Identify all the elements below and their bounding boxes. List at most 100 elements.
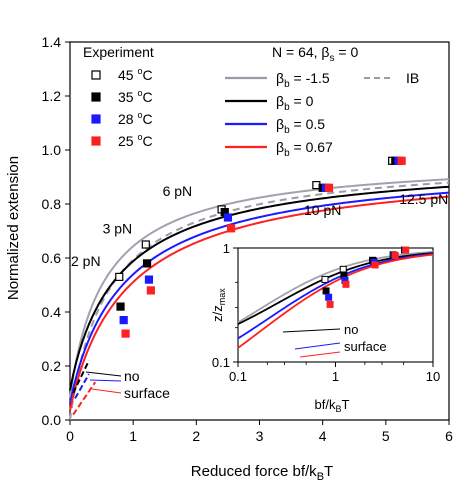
data-point [116, 302, 125, 311]
inset-data-point [391, 251, 399, 259]
inset-y-tick-label: 1 [223, 241, 230, 256]
inset-no-surface-line1: no [344, 322, 358, 337]
data-point [144, 275, 154, 284]
beta-minus1.5-curve [69, 178, 450, 399]
y-tick-label: 0.8 [42, 196, 62, 212]
no-surface-curve [72, 381, 97, 416]
data-point [142, 259, 152, 268]
legend-model-label: βb = -1.5 [276, 70, 330, 90]
main-no-surface-line1: no [124, 368, 140, 384]
legend-temperature-label: 28 oC [118, 110, 153, 127]
inset-beta-0.67-curve [237, 253, 434, 349]
inset-data-point [371, 261, 379, 269]
beta-0.67-curve [69, 195, 450, 411]
inset-data-points [321, 246, 410, 308]
inset-no-surface-line2: surface [344, 339, 387, 354]
no-surface-curve [72, 360, 90, 394]
inset-beta-0.5-curve [237, 253, 434, 340]
main-no-surface-annotation: no surface [85, 368, 170, 401]
main-no-surface-arrow-blue [89, 379, 122, 382]
x-tick-label: 3 [256, 428, 264, 444]
legend-temperature-entries: 45 oC 35 oC 28 oC 25 oC [91, 66, 153, 149]
y-tick-label: 1.4 [42, 34, 62, 50]
inset-beta-minus1.5-curve [237, 251, 434, 324]
beta-0-curve [69, 185, 450, 391]
x-tick-label: 5 [382, 428, 390, 444]
main-y-axis-label: Normalized extension [5, 156, 22, 300]
inset-data-point [326, 300, 334, 308]
legend-ib-label: IB [406, 70, 419, 86]
x-tick-label: 1 [129, 428, 137, 444]
force-annotation: 6 pN [163, 183, 193, 199]
legend-marker [91, 114, 101, 124]
force-annotation: 3 pN [103, 221, 133, 237]
inset-data-point [321, 275, 329, 283]
data-point [119, 316, 128, 325]
inset-y-tick-label: 0.1 [212, 355, 230, 370]
data-point [141, 240, 150, 249]
legend-model-entries: βb = -1.5 βb = 0 βb = 0.5 βb = 0.67 [225, 70, 333, 159]
legend-marker [91, 136, 101, 146]
data-point [324, 183, 334, 192]
main-axis-ticks: 0 1 2 3 4 5 6 0.0 0.2 0.4 0.6 0.8 1.0 1.2 1.4 [42, 34, 454, 444]
legend-title: Experiment [83, 44, 154, 60]
legend-temperature-label: 35 oC [118, 88, 153, 105]
inset-x-tick-label: 0.1 [229, 369, 247, 384]
data-point [223, 213, 233, 222]
force-annotations: 2 pN3 pN 6 pN 10 pN 12.5 pN [71, 183, 448, 269]
legend-model-label: βb = 0 [276, 93, 314, 113]
legend-marker [91, 70, 101, 80]
x-tick-label: 4 [319, 428, 327, 444]
main-no-surface-arrow-black [85, 371, 122, 377]
main-chart: 0 1 2 3 4 5 6 0.0 0.2 0.4 0.6 0.8 1.0 1.2 1.4 Reduced … [5, 34, 453, 483]
inset-axis-ticks: 0.1 1 10 0.1 1 [212, 241, 440, 384]
main-no-surface-arrow-red [91, 388, 122, 394]
inset-data-point [342, 280, 350, 288]
legend-marker [91, 92, 101, 102]
legend-temperature-label: 45 oC [118, 66, 153, 83]
inset-data-point [339, 265, 347, 273]
x-tick-label: 2 [192, 428, 200, 444]
y-tick-label: 0.0 [42, 412, 62, 428]
inset-no-surface-arrow-blue [294, 342, 341, 350]
inset-data-point [402, 246, 410, 254]
no-surface-curve [74, 373, 90, 399]
y-tick-label: 1.2 [42, 88, 62, 104]
inset-no-surface-annotation: no surface [282, 322, 387, 358]
main-x-axis-label: Reduced force bf/kBT [191, 463, 333, 483]
legend: Experiment N = 64, βs = 0 45 oC 35 oC 28 o… [83, 44, 419, 159]
inset-x-tick-label: 10 [426, 369, 440, 384]
data-point [115, 272, 124, 281]
data-point [121, 329, 130, 338]
legend-model-label: βb = 0.67 [276, 139, 333, 159]
main-model-curves [69, 178, 450, 421]
y-tick-label: 0.6 [42, 250, 62, 266]
inset-no-surface-arrow-black [282, 328, 341, 333]
data-point [146, 286, 155, 295]
main-no-surface-line2: surface [124, 385, 170, 401]
inset-x-tick-label: 1 [332, 369, 339, 384]
y-tick-label: 1.0 [42, 142, 62, 158]
force-annotation: 10 pN [304, 202, 341, 218]
force-annotation: 2 pN [71, 253, 101, 269]
data-point [226, 224, 236, 233]
y-tick-label: 0.2 [42, 358, 62, 374]
force-annotation: 12.5 pN [399, 191, 448, 207]
inset-beta-0-curve [237, 252, 434, 325]
legend-temperature-label: 25 oC [118, 132, 153, 149]
inset-x-axis-label: bf/kBT [315, 397, 350, 414]
y-tick-label: 0.4 [42, 304, 62, 320]
x-tick-label: 6 [445, 428, 453, 444]
main-data-points [115, 156, 406, 338]
inset-data-point [322, 287, 330, 295]
beta-0.5-curve [69, 191, 450, 405]
params-label: N = 64, βs = 0 [272, 44, 358, 64]
inset-data-point [325, 293, 333, 301]
inset-no-surface-arrow-red [299, 351, 341, 358]
inset-chart: 0.1 1 10 0.1 1 bf/kBT z/zmax no surface [210, 241, 440, 414]
x-tick-label: 0 [66, 428, 74, 444]
inset-model-curves [237, 251, 434, 349]
inset-plot-frame [237, 247, 434, 363]
data-point [397, 156, 406, 165]
